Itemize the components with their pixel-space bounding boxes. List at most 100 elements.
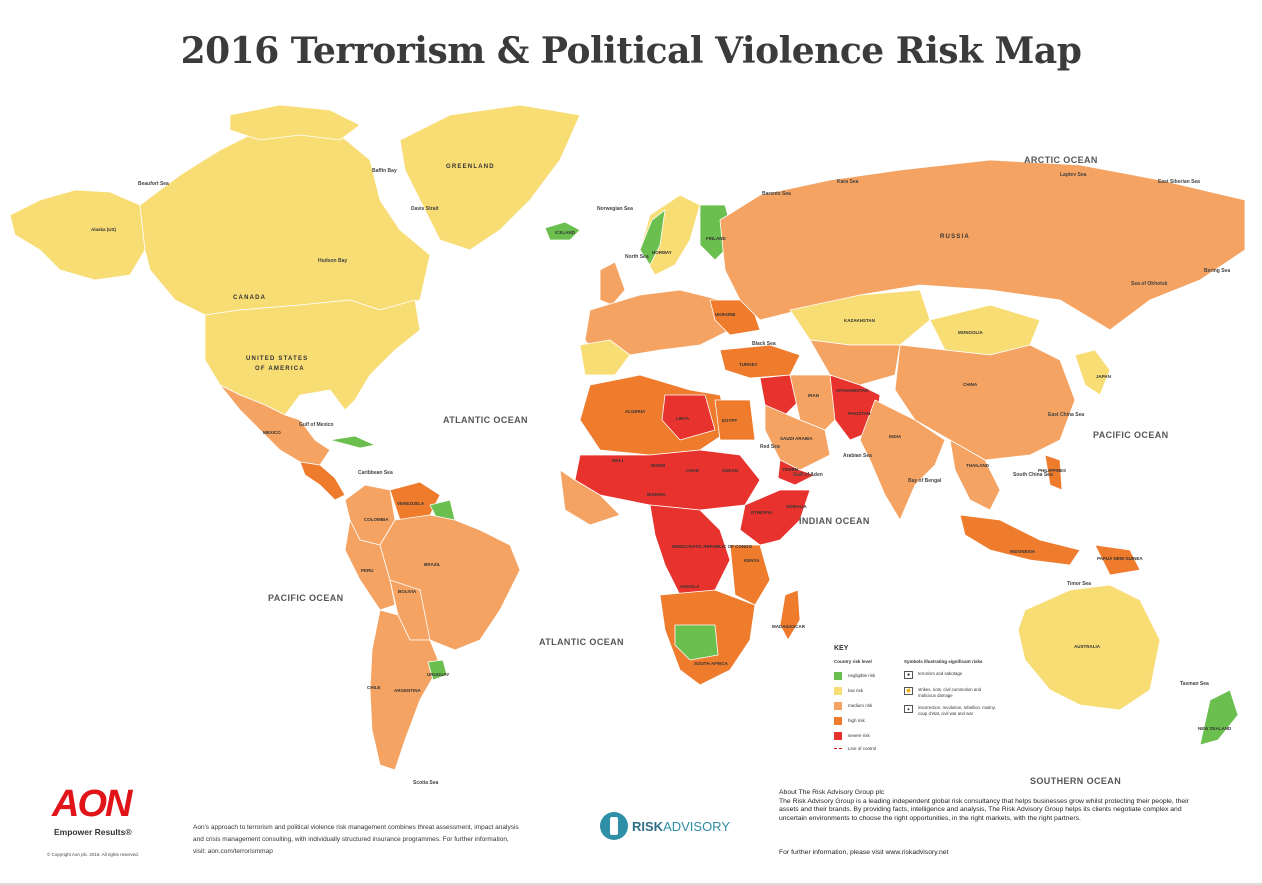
- line-of-control-icon: [834, 748, 842, 749]
- region-norway[interactable]: [639, 209, 666, 266]
- region-botswana-namibia[interactable]: [674, 624, 719, 661]
- region-saudi[interactable]: [764, 404, 831, 471]
- sea-label-beaufort: Beaufort Sea: [138, 181, 169, 187]
- sea-label-kara: Kara Sea: [837, 179, 859, 185]
- legend-label: Line of control: [848, 746, 877, 751]
- sea-label-baffin: Baffin Bay: [372, 168, 397, 174]
- country-label-kazakhstan: KAZAKHSTAN: [844, 318, 875, 323]
- country-label-usa-1: UNITED STATES: [246, 356, 308, 362]
- country-label-ukraine: UKRAINE: [715, 312, 736, 317]
- region-ecuador-peru[interactable]: [344, 519, 396, 611]
- legend-label: low risk: [848, 688, 864, 693]
- about-link[interactable]: For further information, please visit ww…: [779, 849, 949, 856]
- legend-swatch: [834, 731, 842, 740]
- region-cuba[interactable]: [329, 435, 376, 449]
- ocean-label-atlantic-south: ATLANTIC OCEAN: [539, 637, 624, 647]
- about-text: The Risk Advisory Group is a leading ind…: [779, 797, 1189, 822]
- region-canada[interactable]: [139, 124, 431, 316]
- region-arctic-islands[interactable]: [229, 104, 361, 141]
- region-yemen[interactable]: [777, 459, 816, 486]
- region-middle-east[interactable]: [759, 374, 801, 416]
- country-label-yemen: YEMEN: [782, 467, 798, 472]
- sea-label-bengal: Bay of Bengal: [908, 478, 942, 484]
- country-label-niger: NIGER: [651, 463, 666, 468]
- region-egypt[interactable]: [714, 399, 756, 441]
- region-southeast-asia[interactable]: [949, 439, 1001, 511]
- legend-item-line-of-control: Line of control: [834, 744, 876, 753]
- map-title: 2016 Terrorism & Political Violence Risk…: [180, 30, 1082, 72]
- legend-item-high: high risk: [834, 716, 865, 725]
- legend-symbol-strikes: ✊ strikes, riots, civil commotion and ma…: [904, 687, 996, 699]
- legend-swatch: [834, 716, 842, 725]
- legend-label: high risk: [848, 718, 865, 723]
- sea-label-laptev: Laptev Sea: [1060, 172, 1087, 178]
- sea-label-bering: Bering Sea: [1204, 268, 1230, 274]
- region-australia[interactable]: [1017, 584, 1161, 711]
- sea-label-gulf-aden: Gulf of Aden: [793, 472, 823, 478]
- legend-country-heading: Country risk level: [834, 659, 872, 664]
- sea-label-norwegian: Norwegian Sea: [597, 206, 633, 212]
- aon-description: Aon's approach to terrorism and politica…: [193, 824, 519, 855]
- region-korea-japan[interactable]: [1074, 349, 1111, 396]
- region-mexico[interactable]: [219, 384, 331, 466]
- region-uk[interactable]: [599, 261, 626, 306]
- region-alaska[interactable]: [9, 189, 146, 281]
- legend-symbol-war: ▲ insurrection, revolution, rebellion, m…: [904, 705, 996, 717]
- region-southern-cone[interactable]: [369, 609, 441, 771]
- country-label-indonesia: INDONESIA: [1010, 549, 1036, 554]
- bottom-divider: [0, 883, 1262, 885]
- sea-label-tasman: Tasman Sea: [1180, 681, 1209, 687]
- region-philippines[interactable]: [1044, 454, 1063, 491]
- region-new-zealand[interactable]: [1199, 689, 1239, 746]
- sea-label-east-china: East China Sea: [1048, 412, 1084, 418]
- sea-label-gulf-mexico: Gulf of Mexico: [299, 422, 333, 428]
- sea-label-red: Red Sea: [760, 444, 780, 450]
- aon-tagline: Empower Results®: [54, 827, 132, 837]
- country-label-mexico: MEXICO: [263, 430, 281, 435]
- legend-swatch: [834, 686, 842, 695]
- region-papua[interactable]: [1094, 544, 1141, 576]
- country-label-iran: IRAN: [808, 393, 819, 398]
- country-label-ethiopia: ETHIOPIA: [751, 510, 773, 515]
- country-label-usa-2: OF AMERICA: [255, 366, 305, 372]
- aon-logo: AON: [52, 783, 132, 825]
- country-label-colombia: COLOMBIA: [364, 517, 389, 522]
- region-indonesia[interactable]: [959, 514, 1081, 566]
- region-russia[interactable]: [719, 159, 1246, 331]
- risk-advisory-mark-icon: [600, 812, 628, 840]
- region-east-africa[interactable]: [729, 544, 771, 606]
- region-madagascar[interactable]: [779, 589, 801, 641]
- legend-symbol-label: strikes, riots, civil commotion and mali…: [918, 687, 982, 698]
- legend-symbols-heading: Symbols illustrating significant risks: [904, 659, 983, 664]
- region-iberia[interactable]: [579, 339, 631, 376]
- country-label-kenya: KENYA: [744, 558, 760, 563]
- region-greenland[interactable]: [399, 104, 581, 251]
- country-label-mongolia: MONGOLIA: [958, 330, 983, 335]
- legend-item-low: low risk: [834, 686, 863, 695]
- country-label-russia: RUSSIA: [940, 234, 970, 240]
- legend-symbol-terrorism: ✸ terrorism and sabotage: [904, 671, 996, 679]
- region-turkey-caucasus[interactable]: [719, 344, 801, 379]
- country-label-greenland: GREENLAND: [446, 164, 495, 170]
- country-label-somalia: SOMALIA: [786, 504, 807, 509]
- legend-title: KEY: [834, 645, 849, 652]
- ocean-label-pacific-east: PACIFIC OCEAN: [1093, 430, 1169, 440]
- sea-label-east-siberian: East Siberian Sea: [1158, 179, 1200, 185]
- country-label-sudan: SUDAN: [722, 468, 738, 473]
- region-india[interactable]: [859, 399, 946, 521]
- about-heading: About The Risk Advisory Group plc: [779, 789, 885, 796]
- ocean-label-pacific-west: PACIFIC OCEAN: [268, 593, 344, 603]
- legend-item-severe: severe risk: [834, 731, 870, 740]
- region-iceland[interactable]: [544, 221, 581, 241]
- sea-label-scotia: Scotia Sea: [413, 780, 439, 786]
- region-central-america[interactable]: [299, 461, 346, 501]
- region-horn[interactable]: [739, 489, 811, 546]
- country-label-venezuela: VENEZUELA: [397, 501, 425, 506]
- country-label-south-africa: SOUTH AFRICA: [694, 661, 729, 666]
- region-uruguay[interactable]: [427, 659, 448, 681]
- region-libya[interactable]: [661, 394, 716, 441]
- region-central-africa[interactable]: [649, 504, 731, 596]
- region-west-africa[interactable]: [559, 469, 621, 526]
- country-label-japan: JAPAN: [1096, 374, 1111, 379]
